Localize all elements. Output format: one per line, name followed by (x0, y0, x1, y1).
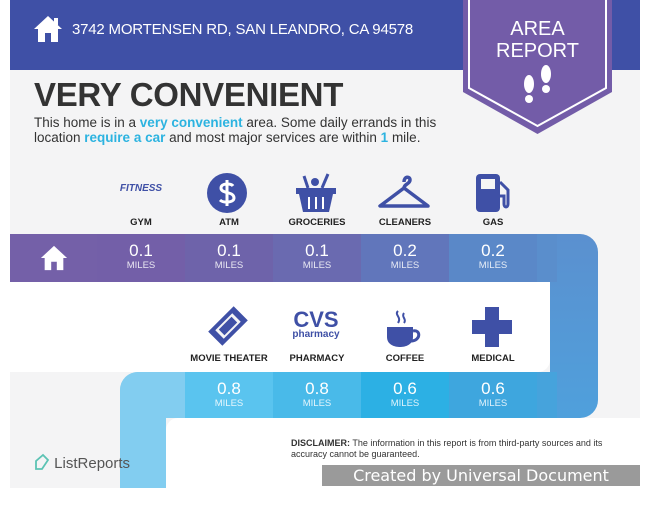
desc-highlight: require a car (84, 130, 166, 145)
distance-value: 0.8 (217, 379, 241, 398)
category-label: CLEANERS (378, 217, 432, 228)
distance-value: 0.6 (393, 379, 417, 398)
distance-unit: MILES (390, 260, 420, 271)
address: 3742 MORTENSEN RD, SAN LEANDRO, CA 94578 (72, 21, 414, 38)
desc-text: mile. (388, 130, 421, 145)
medical-cross-icon (472, 307, 512, 347)
cvs-logo: CVS pharmacy (292, 307, 340, 340)
category-label: MEDICAL (471, 353, 515, 364)
desc-text: and most major services are within (165, 130, 381, 145)
distance-unit: MILES (214, 398, 244, 409)
distance-value: 0.2 (393, 241, 417, 260)
row2-card (10, 282, 550, 372)
gas-pump-icon (476, 174, 510, 212)
home-icon (40, 245, 67, 271)
area-report-badge (463, 0, 612, 134)
category-label: GYM (130, 217, 152, 228)
band-fill (120, 372, 185, 418)
description: This home is in a very convenient area. … (34, 115, 454, 145)
hanger-icon (378, 175, 430, 208)
distance-unit: MILES (302, 260, 332, 271)
distance-unit: MILES (214, 260, 244, 271)
category-label: GROCERIES (288, 217, 346, 228)
distance-unit: MILES (390, 398, 420, 409)
distance-unit: MILES (302, 398, 332, 409)
badge-line1: AREA (510, 18, 565, 40)
coffee-cup-icon (387, 310, 421, 347)
distance-unit: MILES (478, 260, 508, 271)
distance-value: 0.1 (217, 241, 241, 260)
distance-cell-pharmacy: 0.8 MILES (273, 372, 361, 418)
category-label: PHARMACY (289, 353, 345, 364)
ticket-icon (208, 306, 248, 346)
page-title: VERY CONVENIENT (34, 76, 344, 113)
distance-value: 0.2 (481, 241, 505, 260)
fitness-logo: FITNESS (119, 183, 163, 194)
disclaimer: DISCLAIMER: The information in this repo… (291, 438, 603, 459)
category-label: COFFEE (385, 353, 425, 364)
band-fill (537, 234, 557, 282)
path-connector-right (550, 234, 598, 418)
distance-cell-movie-theater: 0.8 MILES (185, 372, 273, 418)
watermark: Created by Universal Document Converter (322, 465, 640, 506)
desc-text: area. Some daily errands in this locatio… (34, 115, 437, 145)
distance-unit: MILES (126, 260, 156, 271)
distance-cell-medical: 0.6 MILES (449, 372, 537, 418)
home-icon (34, 16, 62, 42)
distance-value: 0.1 (305, 241, 329, 260)
dollar-icon (207, 173, 247, 213)
distance-value: 0.8 (305, 379, 329, 398)
distance-value: 0.6 (481, 379, 505, 398)
distance-cell-coffee: 0.6 MILES (361, 372, 449, 418)
distance-cell-gas: 0.2 MILES (449, 234, 537, 282)
listreports-logo: ListReports (34, 453, 130, 472)
desc-text: This home is in a (34, 115, 140, 130)
distance-cell-atm: 0.1 MILES (185, 234, 273, 282)
category-label: MOVIE THEATER (190, 353, 268, 364)
badge-line2: REPORT (496, 40, 579, 62)
basket-icon (296, 173, 336, 212)
distance-cell-gym: 0.1 MILES (97, 234, 185, 282)
band-fill (537, 372, 557, 418)
listreports-logo-icon (35, 453, 50, 470)
distance-cell-groceries: 0.1 MILES (273, 234, 361, 282)
category-label: GAS (482, 217, 504, 228)
badge-title: AREA REPORT (463, 18, 612, 62)
distance-unit: MILES (478, 398, 508, 409)
home-cell (10, 234, 97, 282)
distance-cell-cleaners: 0.2 MILES (361, 234, 449, 282)
distance-value: 0.1 (129, 241, 153, 260)
desc-highlight: 1 (380, 130, 389, 145)
desc-highlight: very convenient (139, 115, 243, 130)
category-label: ATM (219, 217, 239, 228)
